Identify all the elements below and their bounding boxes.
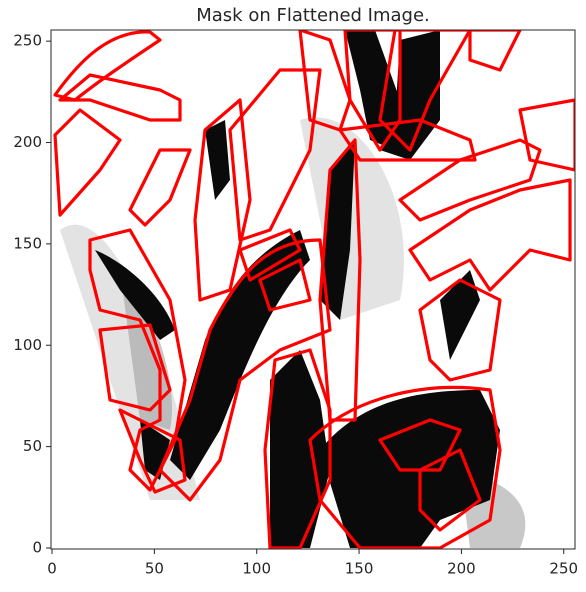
x-tick-label: 50 [145,560,164,578]
image [51,30,575,549]
x-tick-label: 0 [47,560,57,578]
x-tick-label: 250 [549,560,578,578]
y-tick-label: 200 [13,133,42,151]
x-tick-label: 150 [345,560,374,578]
y-tick-label: 100 [13,336,42,354]
x-tick-label: 100 [242,560,271,578]
mask-contours [53,30,575,549]
x-tick-label: 200 [447,560,476,578]
y-tick-label: 0 [32,538,42,556]
axes-frame [50,29,576,550]
y-tick-label: 50 [23,437,42,455]
y-tick-label: 150 [13,234,42,252]
y-tick-label: 250 [13,32,42,50]
chart-title: Mask on Flattened Image. [196,5,430,26]
